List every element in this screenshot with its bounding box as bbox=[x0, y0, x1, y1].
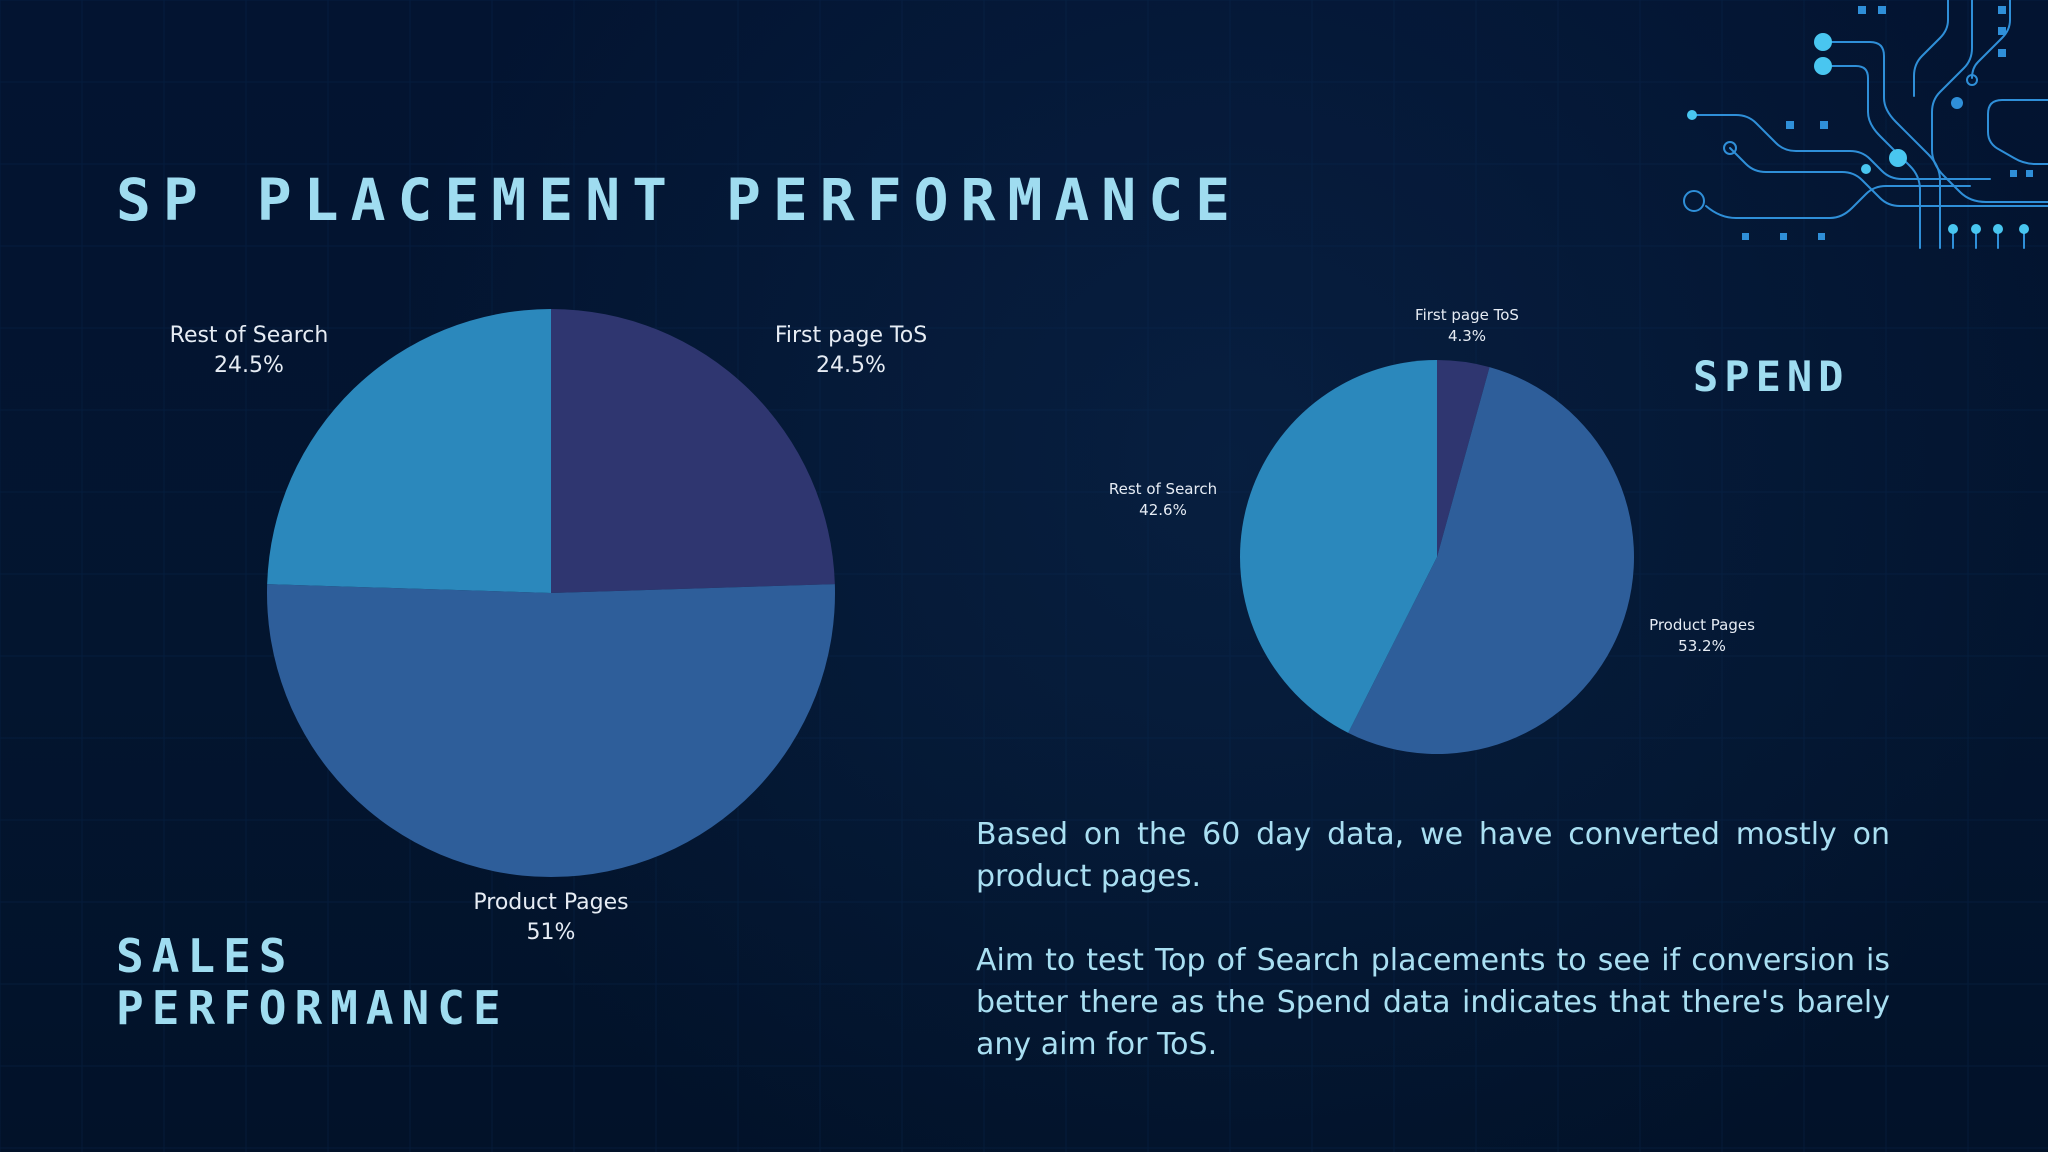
sales-value-first-page-tos: 24.5% bbox=[816, 353, 886, 378]
sales-label-rest-of-search: Rest of Search bbox=[170, 323, 329, 348]
spend-label-rest-of-search: Rest of Search bbox=[1109, 480, 1217, 498]
sales-slice-rest-of-search bbox=[267, 309, 551, 593]
spend-slice-first-page-tos bbox=[1437, 360, 1490, 557]
spend-slice-rest-of-search bbox=[1240, 360, 1437, 733]
sales-chart-title: SALES PERFORMANCE bbox=[116, 930, 509, 1034]
sales-title-line-2: PERFORMANCE bbox=[116, 981, 509, 1035]
summary-paragraph-1: Based on the 60 day data, we have conver… bbox=[976, 817, 1890, 894]
page-title: SP PLACEMENT PERFORMANCE bbox=[116, 166, 1243, 234]
sales-value-rest-of-search: 24.5% bbox=[214, 353, 284, 378]
sales-slice-product-pages bbox=[267, 584, 836, 877]
spend-value-rest-of-search: 42.6% bbox=[1139, 501, 1187, 519]
summary-text: Based on the 60 day data, we have conver… bbox=[976, 814, 1890, 1108]
sales-value-product-pages: 51% bbox=[527, 920, 576, 945]
spend-chart-title: SPEND bbox=[1693, 352, 1850, 401]
summary-paragraph-2: Aim to test Top of Search placements to … bbox=[976, 943, 1890, 1062]
sales-slice-first-page-tos bbox=[551, 309, 835, 593]
spend-value-product-pages: 53.2% bbox=[1678, 637, 1726, 655]
spend-label-first-page-tos: First page ToS bbox=[1415, 306, 1519, 324]
sales-label-product-pages: Product Pages bbox=[473, 890, 628, 915]
spend-value-first-page-tos: 4.3% bbox=[1448, 327, 1486, 345]
sales-title-line-1: SALES bbox=[116, 929, 295, 983]
spend-slice-product-pages bbox=[1348, 367, 1635, 755]
sales-label-first-page-tos: First page ToS bbox=[775, 323, 927, 348]
spend-label-product-pages: Product Pages bbox=[1649, 616, 1755, 634]
